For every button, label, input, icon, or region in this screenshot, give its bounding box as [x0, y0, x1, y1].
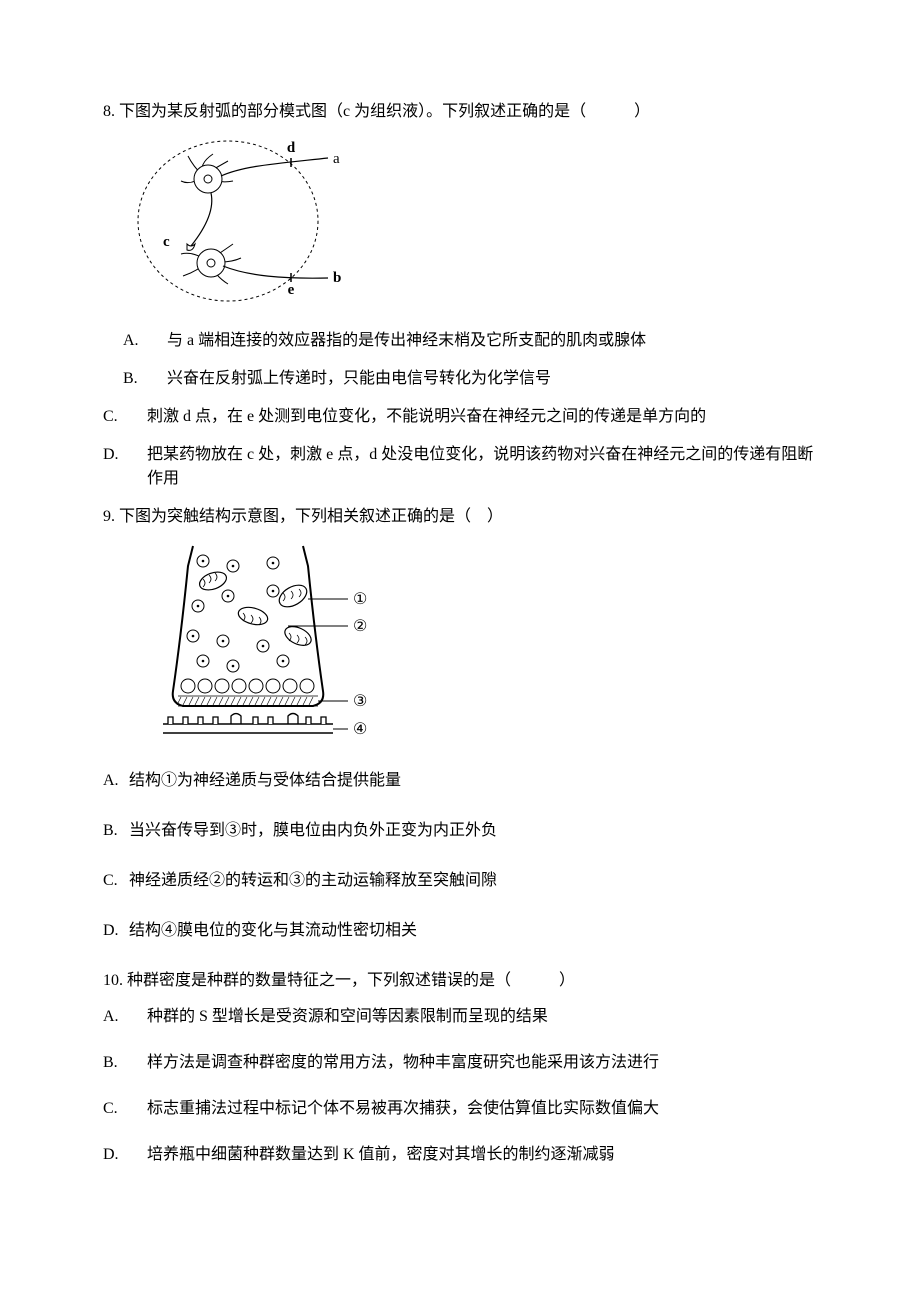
- q9-option-d: D. 结构④膜电位的变化与其流动性密切相关: [103, 919, 820, 943]
- q10-option-a: A. 种群的 S 型增长是受资源和空间等因素限制而呈现的结果: [103, 1005, 820, 1029]
- option-text: 当兴奋传导到③时，膜电位由内负外正变为内正外负: [129, 819, 497, 843]
- option-text: 培养瓶中细菌种群数量达到 K 值前，密度对其增长的制约逐渐减弱: [147, 1143, 615, 1167]
- option-letter: B.: [123, 367, 167, 391]
- q9-label-2: ②: [353, 618, 367, 635]
- q8-option-c: C. 刺激 d 点，在 e 处测到电位变化，不能说明兴奋在神经元之间的传递是单方…: [103, 405, 820, 429]
- q9-options: A. 结构①为神经递质与受体结合提供能量 B. 当兴奋传导到③时，膜电位由内负外…: [103, 769, 820, 943]
- q8-label-d: d: [287, 140, 296, 156]
- option-letter: D.: [103, 919, 129, 943]
- q10-stem: 10. 种群密度是种群的数量特征之一，下列叙述错误的是（ ）: [103, 969, 820, 993]
- option-text: 样方法是调查种群密度的常用方法，物种丰富度研究也能采用该方法进行: [147, 1051, 659, 1075]
- option-letter: C.: [103, 1097, 147, 1121]
- q8-label-b: b: [333, 270, 341, 286]
- q9-option-a: A. 结构①为神经递质与受体结合提供能量: [103, 769, 820, 793]
- q9-diagram-svg: ① ② ③ ④: [133, 541, 393, 751]
- q8-stem: 8. 下图为某反射弧的部分模式图（c 为组织液）。下列叙述正确的是（ ）: [103, 100, 820, 124]
- q9-label-4: ④: [353, 721, 367, 738]
- option-letter: A.: [123, 329, 167, 353]
- q8-option-a: A. 与 a 端相连接的效应器指的是传出神经末梢及它所支配的肌肉或腺体: [103, 329, 820, 353]
- q8-option-d: D. 把某药物放在 c 处，刺激 e 点，d 处没电位变化，说明该药物对兴奋在神…: [103, 443, 820, 491]
- option-text: 把某药物放在 c 处，刺激 e 点，d 处没电位变化，说明该药物对兴奋在神经元之…: [147, 443, 820, 491]
- q10-option-d: D. 培养瓶中细菌种群数量达到 K 值前，密度对其增长的制约逐渐减弱: [103, 1143, 820, 1167]
- option-text: 标志重捕法过程中标记个体不易被再次捕获，会使估算值比实际数值偏大: [147, 1097, 659, 1121]
- option-text: 种群的 S 型增长是受资源和空间等因素限制而呈现的结果: [147, 1005, 548, 1029]
- option-letter: A.: [103, 1005, 147, 1029]
- option-text: 结构①为神经递质与受体结合提供能量: [129, 769, 401, 793]
- option-letter: D.: [103, 1143, 147, 1167]
- q8-label-e: e: [288, 282, 295, 298]
- option-text: 结构④膜电位的变化与其流动性密切相关: [129, 919, 417, 943]
- option-letter: B.: [103, 819, 129, 843]
- q8-figure: d a e b c: [133, 136, 820, 311]
- q8-diagram-svg: d a e b c: [133, 136, 343, 311]
- q9-label-1: ①: [353, 591, 367, 608]
- q10-options: A. 种群的 S 型增长是受资源和空间等因素限制而呈现的结果 B. 样方法是调查…: [103, 1005, 820, 1167]
- q9-option-c: C. 神经递质经②的转运和③的主动运输释放至突触间隙: [103, 869, 820, 893]
- option-letter: D.: [103, 443, 147, 467]
- q8-label-c: c: [163, 234, 170, 250]
- q9-label-3: ③: [353, 693, 367, 710]
- q8-options: A. 与 a 端相连接的效应器指的是传出神经末梢及它所支配的肌肉或腺体 B. 兴…: [103, 329, 820, 491]
- q8-option-b: B. 兴奋在反射弧上传递时，只能由电信号转化为化学信号: [103, 367, 820, 391]
- option-text: 神经递质经②的转运和③的主动运输释放至突触间隙: [129, 869, 497, 893]
- q9-option-b: B. 当兴奋传导到③时，膜电位由内负外正变为内正外负: [103, 819, 820, 843]
- option-text: 刺激 d 点，在 e 处测到电位变化，不能说明兴奋在神经元之间的传递是单方向的: [147, 405, 706, 429]
- q8-label-a: a: [333, 151, 340, 167]
- q9-stem: 9. 下图为突触结构示意图，下列相关叙述正确的是（ ）: [103, 505, 820, 529]
- option-letter: C.: [103, 405, 147, 429]
- q10-option-b: B. 样方法是调查种群密度的常用方法，物种丰富度研究也能采用该方法进行: [103, 1051, 820, 1075]
- q9-figure: ① ② ③ ④: [133, 541, 820, 751]
- option-letter: C.: [103, 869, 129, 893]
- option-letter: B.: [103, 1051, 147, 1075]
- option-letter: A.: [103, 769, 129, 793]
- option-text: 与 a 端相连接的效应器指的是传出神经末梢及它所支配的肌肉或腺体: [167, 329, 646, 353]
- option-text: 兴奋在反射弧上传递时，只能由电信号转化为化学信号: [167, 367, 551, 391]
- q10-option-c: C. 标志重捕法过程中标记个体不易被再次捕获，会使估算值比实际数值偏大: [103, 1097, 820, 1121]
